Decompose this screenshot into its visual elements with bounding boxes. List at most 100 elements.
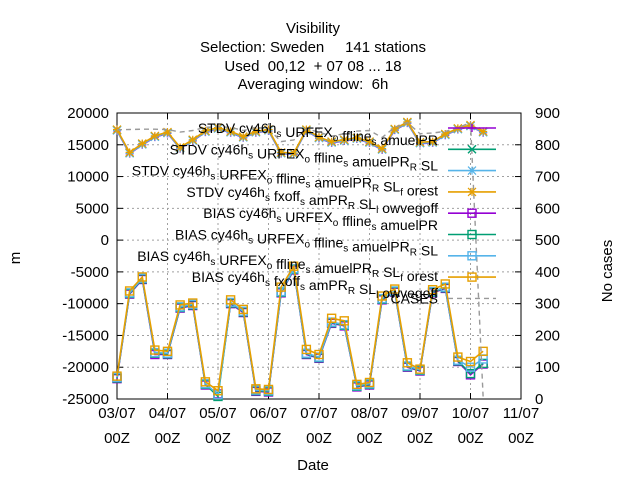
data-point: [465, 356, 476, 367]
data-point: [137, 139, 147, 148]
y-tick-label: 10000: [67, 169, 109, 186]
x-tick-label: 00Z: [407, 430, 433, 447]
legend-marker: [467, 251, 477, 261]
data-point: [428, 137, 438, 147]
legend-label: STDV cy46hs fxoffs amPRR SLl owvegoff: [186, 184, 438, 216]
y2-axis-label: No cases: [599, 240, 616, 303]
x-tick-label: 04/07: [149, 405, 187, 422]
y2-tick-label: 100: [535, 359, 560, 376]
legend-entry: BIAS cy46hs URFEXo fflines amuelPRR SLf …: [137, 248, 496, 284]
legend-marker: [467, 187, 477, 197]
x-tick-label: 03/07: [98, 405, 136, 422]
legend-marker: [467, 144, 477, 154]
data-point: [225, 295, 236, 305]
data-point: [390, 284, 400, 294]
y2-tick-label: 300: [535, 296, 560, 313]
legend-marker: [467, 208, 477, 218]
legend-entry: BIAS cy46hs URFEXo fflines amuelPR: [203, 205, 496, 233]
data-point: [188, 135, 198, 145]
x-tick-label: 07/07: [300, 405, 338, 422]
y2-tick-label: 700: [535, 169, 560, 186]
legend-entry: STDV cy46hs fxoffs amPRR SLl owvegoff: [186, 184, 496, 216]
legend-label: BIAS cy46hs URFEXo fflines amuelPRR SL: [175, 227, 438, 259]
y2-tick-label: 400: [535, 264, 560, 281]
data-point: [440, 129, 450, 139]
data-point: [251, 127, 261, 136]
data-point: [200, 126, 210, 136]
data-point: [150, 345, 160, 355]
data-point: [150, 131, 160, 141]
x-tick-label: 05/07: [199, 405, 237, 422]
data-point: [276, 282, 286, 292]
plot-frame: [116, 112, 522, 400]
x-tick-label: 00Z: [155, 430, 181, 447]
y2-tick-label: 500: [535, 232, 560, 249]
title-line-1: Visibility: [286, 20, 340, 37]
data-point: [213, 123, 223, 133]
data-point: [465, 362, 476, 372]
x-tick-label: 00Z: [205, 430, 231, 447]
series-line: [116, 121, 484, 397]
legend-marker: [467, 272, 477, 282]
data-point: [478, 127, 488, 136]
data-point: [175, 142, 185, 152]
data-point: [314, 132, 324, 142]
data-point: [301, 344, 312, 355]
x-tick-label: 00Z: [508, 430, 534, 447]
data-point: [238, 132, 248, 141]
y2-tick-label: 600: [535, 200, 560, 217]
series-4: [112, 117, 488, 158]
legend-marker: [468, 124, 476, 132]
legend-label: BIAS cy46hs fxoffs amPRR SLl owvegoff: [192, 269, 438, 301]
data-point: [402, 358, 413, 368]
y-tick-label: -15000: [62, 327, 109, 344]
legend-label: BIAS cy46hs URFEXo fflines amuelPR: [203, 205, 438, 233]
data-point: [352, 133, 362, 143]
x-tick-label: 06/07: [250, 405, 288, 422]
legend-label: STDV cy46hs URFEXo fflines amuelPRR SL: [170, 141, 439, 173]
legend-label: STDV cy46hs URFEXo fflines amuelPRR SLf …: [132, 163, 438, 199]
data-point: [327, 137, 337, 147]
legend-entry: CASES: [391, 290, 496, 306]
data-point: [377, 144, 387, 154]
data-point: [314, 349, 324, 360]
data-point: [289, 261, 299, 271]
data-point: [364, 377, 375, 388]
data-point: [339, 316, 349, 326]
x-tick-label: 11/07: [503, 405, 539, 422]
x-tick-label: 09/07: [401, 405, 439, 422]
y-tick-label: -5000: [71, 264, 109, 281]
x-tick-label: 00Z: [357, 430, 383, 447]
legend-entry: STDV cy46hs URFEXo fflines amuelPRR SL: [170, 141, 496, 173]
data-point: [125, 147, 135, 157]
data-point: [276, 147, 286, 157]
y-tick-label: 0: [101, 232, 109, 249]
y-tick-label: 15000: [67, 137, 109, 154]
data-point: [440, 279, 450, 289]
data-point: [226, 127, 236, 136]
data-point: [365, 137, 374, 147]
y2-tick-label: 900: [535, 105, 560, 122]
x-tick-label: 00Z: [104, 430, 130, 447]
x-tick-label: 10/07: [452, 405, 490, 422]
data-point: [213, 386, 223, 396]
x-tick-label: 00Z: [458, 430, 484, 447]
data-point: [478, 346, 488, 357]
data-point: [251, 384, 261, 394]
y-tick-label: 20000: [67, 105, 109, 122]
y2-tick-label: 200: [535, 327, 560, 344]
series-8: [112, 261, 488, 396]
legend-label: STDV cy46hs URFEXo fflines amuelPR: [198, 120, 438, 148]
y-tick-label: -25000: [62, 391, 109, 408]
legend-entry: STDV cy46hs URFEXo fflines amuelPR: [198, 120, 496, 148]
data-point: [377, 291, 387, 301]
data-point: [427, 284, 438, 295]
data-point: [415, 364, 425, 374]
y-tick-label: -10000: [62, 296, 109, 313]
legend-label: CASES: [391, 290, 438, 306]
data-point: [238, 304, 248, 315]
data-point: [339, 135, 349, 145]
data-point: [162, 346, 173, 357]
